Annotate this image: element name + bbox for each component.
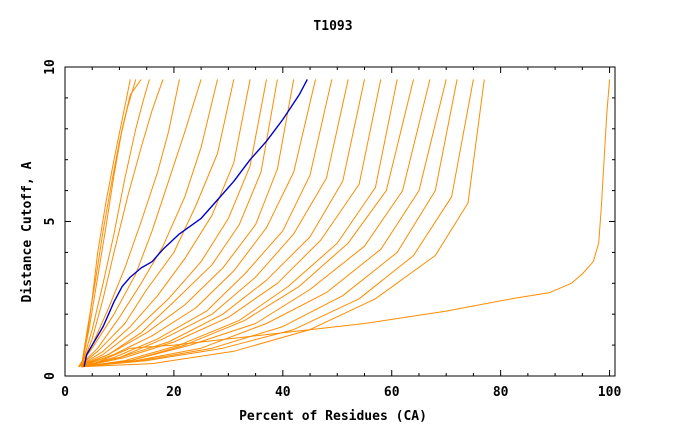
series-line-24	[81, 79, 474, 368]
series-line-26	[86, 79, 611, 368]
series-line-25	[81, 79, 485, 368]
x-tick-label: 20	[166, 385, 182, 400]
series-line-4	[80, 79, 150, 367]
x-tick-label: 100	[598, 385, 622, 400]
series-line-8	[78, 79, 218, 368]
series-line-10	[78, 79, 251, 368]
x-tick-label: 80	[493, 385, 509, 400]
series-line-19	[81, 79, 398, 368]
series-line-7	[78, 79, 202, 367]
axis-ticks: 0 20 40 60 80 100 0 5 10	[43, 59, 621, 400]
series-line-9	[78, 79, 235, 368]
series-line-23	[81, 79, 458, 368]
series-line-5	[80, 79, 164, 367]
y-tick-label: 5	[43, 218, 58, 226]
series-line-1	[80, 79, 131, 367]
series-line-18	[81, 79, 382, 368]
x-tick-label: 60	[384, 385, 400, 400]
x-tick-label: 0	[61, 385, 69, 400]
series-line-21	[81, 79, 431, 368]
highlight-series-line	[83, 79, 308, 367]
series-line-14	[81, 79, 316, 368]
series-line-17	[81, 79, 365, 368]
y-axis-label: Distance Cutoff, A	[20, 161, 35, 302]
x-axis-label: Percent of Residues (CA)	[239, 409, 427, 424]
series-line-13	[81, 79, 295, 368]
series-line-3	[80, 79, 142, 367]
plot-frame	[64, 66, 616, 377]
y-tick-label: 10	[43, 59, 58, 75]
series-line-15	[81, 79, 333, 368]
y-tick-label: 0	[43, 372, 58, 380]
series-line-11	[78, 79, 267, 368]
series-line-22	[81, 79, 447, 368]
plot-lines	[78, 79, 611, 368]
series-line-6	[78, 79, 180, 367]
x-tick-label: 40	[275, 385, 291, 400]
chart-title: T1093	[313, 19, 352, 34]
series-line-16	[81, 79, 349, 368]
